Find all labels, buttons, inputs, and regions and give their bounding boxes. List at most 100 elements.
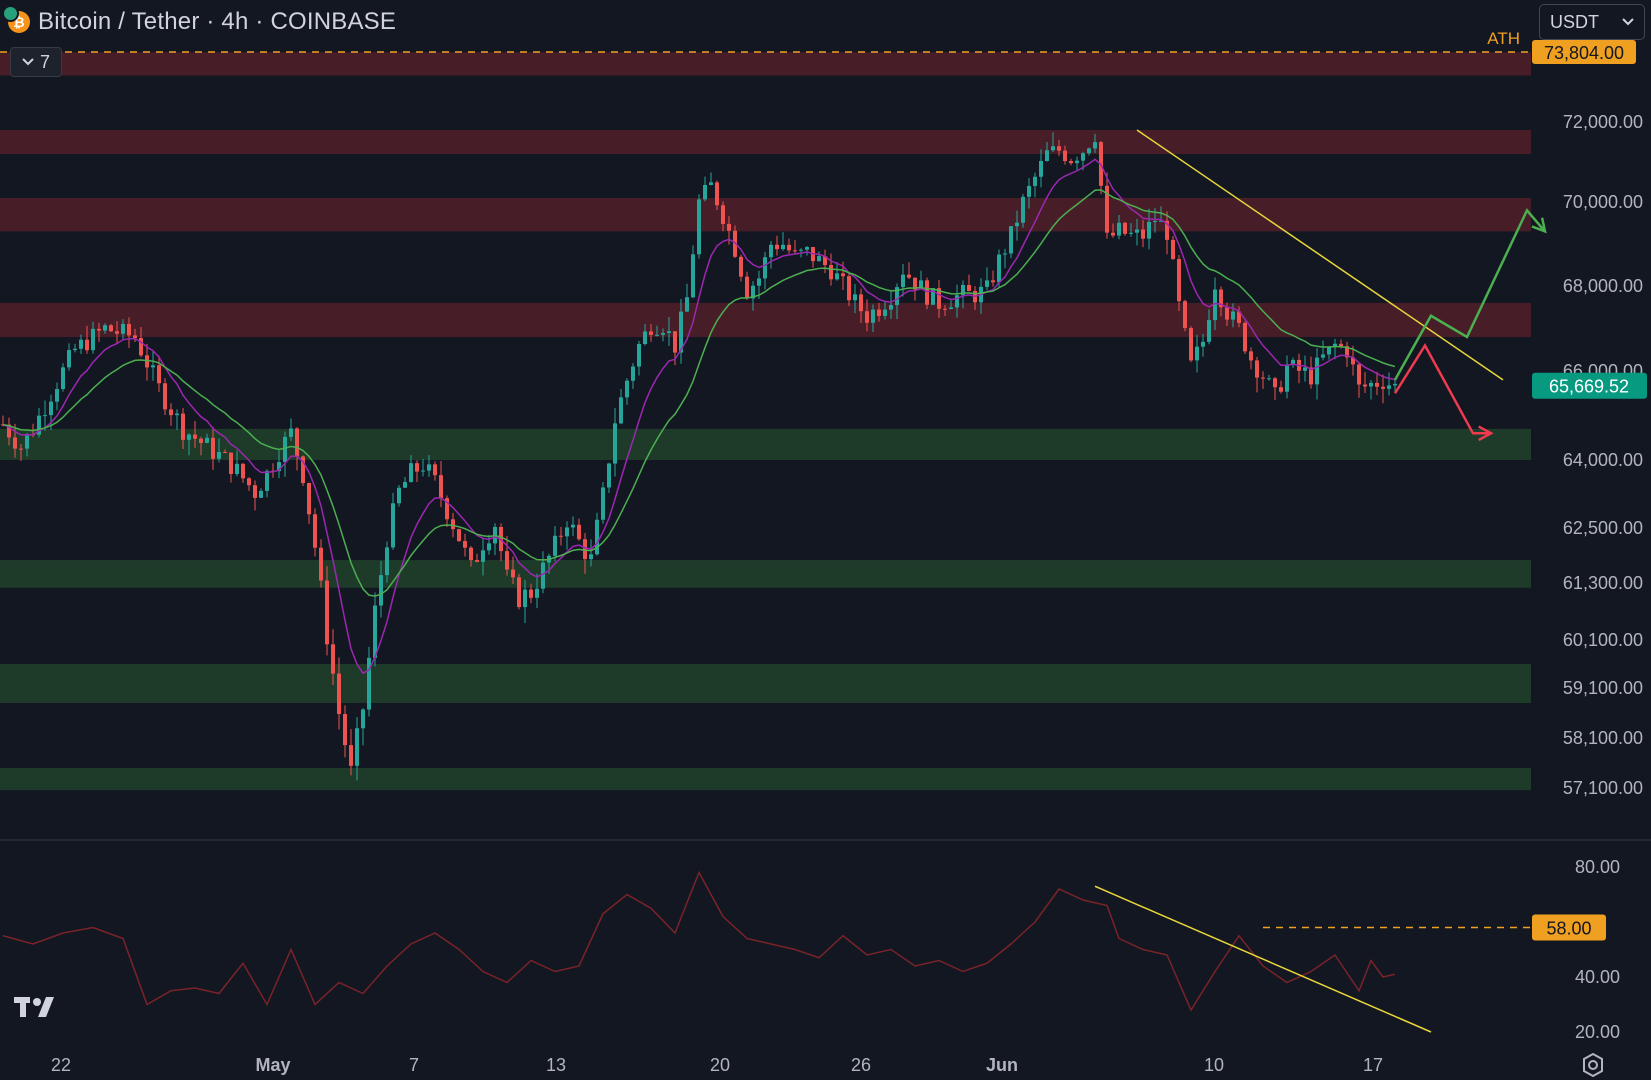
settings-gear-icon[interactable] xyxy=(1581,1053,1605,1077)
candle-body xyxy=(1387,385,1391,389)
candle-body xyxy=(667,331,671,333)
candle-body xyxy=(1075,160,1079,164)
candle-body xyxy=(1177,259,1181,302)
candle-body xyxy=(1195,346,1199,361)
candle-body xyxy=(1135,229,1139,233)
candle-body xyxy=(835,273,839,280)
candle-body xyxy=(1045,150,1049,161)
candle-body xyxy=(1237,311,1241,323)
candle-body xyxy=(775,244,779,250)
candle-body xyxy=(241,463,245,479)
candle-body xyxy=(1249,351,1253,361)
candle-body xyxy=(1003,253,1007,255)
candle-body xyxy=(181,413,185,440)
candle-body xyxy=(379,575,383,606)
candle-body xyxy=(1267,378,1271,380)
time-tick-label: 10 xyxy=(1204,1055,1224,1075)
candle-body xyxy=(1333,343,1337,347)
candle-body xyxy=(1171,239,1175,260)
candle-body xyxy=(1279,387,1283,392)
candle-body xyxy=(211,437,215,459)
candle-body xyxy=(7,424,11,438)
chart-header: ₿ Bitcoin / Tether · 4h · COINBASE xyxy=(2,5,397,36)
candle-body xyxy=(229,452,233,475)
price-tick-label: 72,000.00 xyxy=(1563,112,1643,132)
candle-body xyxy=(1039,160,1043,177)
candle-body xyxy=(655,334,659,336)
candle-body xyxy=(409,463,413,483)
candle-body xyxy=(73,348,77,351)
candle-body xyxy=(49,401,53,416)
candle-body xyxy=(367,657,371,710)
symbol-title[interactable]: Bitcoin / Tether · 4h · COINBASE xyxy=(38,8,397,35)
candle-body xyxy=(1153,220,1157,222)
rsi-level-tag xyxy=(1532,914,1606,941)
rsi-tick-label: 20.00 xyxy=(1575,1022,1620,1042)
candle-body xyxy=(397,487,401,504)
price-tick-label: 59,100.00 xyxy=(1563,678,1643,698)
candle-body xyxy=(481,550,485,562)
currency-select[interactable]: USDT xyxy=(1539,4,1645,40)
candle-body xyxy=(67,350,71,368)
candle-body xyxy=(673,331,677,353)
indicators-collapse-button[interactable]: 7 xyxy=(10,47,62,77)
candle-body xyxy=(37,415,41,435)
candle-body xyxy=(205,437,209,443)
candle-body xyxy=(301,456,305,484)
candle-body xyxy=(763,257,767,279)
candle-body xyxy=(679,311,683,353)
candle-body xyxy=(1225,307,1229,320)
candle-body xyxy=(901,274,905,288)
candle-body xyxy=(1141,229,1145,239)
candle-body xyxy=(1093,142,1097,149)
candle-body xyxy=(1291,359,1295,366)
candle-body xyxy=(283,436,287,463)
price-tick-label: 60,100.00 xyxy=(1563,630,1643,650)
candle-body xyxy=(1363,384,1367,387)
candle-body xyxy=(235,463,239,475)
candle-body xyxy=(805,247,809,250)
rsi-line xyxy=(2,870,1396,1012)
support-zone xyxy=(0,768,1531,791)
candle-body xyxy=(475,560,479,562)
chevron-down-icon xyxy=(22,58,34,66)
ath-price-label: 73,804.00 xyxy=(1544,43,1624,63)
candle-body xyxy=(787,244,791,251)
candle-body xyxy=(427,464,431,471)
candle-body xyxy=(1345,346,1349,358)
candle-body xyxy=(577,524,581,540)
candle-body xyxy=(1009,226,1013,254)
candle-body xyxy=(559,535,563,537)
candle-body xyxy=(997,254,1001,283)
candle-body xyxy=(853,294,857,301)
candle-body xyxy=(1087,148,1091,154)
tradingview-logo[interactable] xyxy=(14,993,62,1019)
candle-body xyxy=(463,541,467,548)
candle-body xyxy=(691,254,695,298)
candle-body xyxy=(919,280,923,290)
candle-body xyxy=(109,325,113,332)
candle-body xyxy=(1219,289,1223,308)
support-zone xyxy=(0,560,1531,588)
candle-body xyxy=(1051,146,1055,151)
candle-body xyxy=(841,273,845,277)
projection-up-arrow xyxy=(1393,208,1546,381)
candle-body xyxy=(727,223,731,231)
candle-body xyxy=(1189,328,1193,361)
time-tick-label: 22 xyxy=(51,1055,71,1075)
candle-body xyxy=(877,309,881,316)
last-price-tag xyxy=(1532,372,1647,399)
candle-body xyxy=(847,276,851,301)
candle-body xyxy=(661,332,665,335)
candle-body xyxy=(601,487,605,520)
ath-price-tag xyxy=(1532,40,1636,64)
candle-body xyxy=(505,551,509,570)
candle-body xyxy=(1357,364,1361,385)
candle-body xyxy=(19,448,23,450)
price-tick-label: 58,100.00 xyxy=(1563,728,1643,748)
candle-body xyxy=(163,383,167,410)
candle-body xyxy=(349,745,353,766)
candle-body xyxy=(751,285,755,299)
candle-body xyxy=(487,543,491,551)
